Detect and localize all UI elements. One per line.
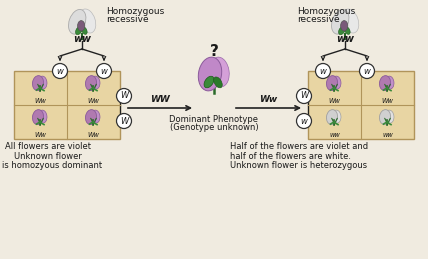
Circle shape <box>116 113 131 128</box>
Ellipse shape <box>39 76 47 89</box>
Ellipse shape <box>214 77 222 88</box>
Ellipse shape <box>198 57 222 91</box>
Ellipse shape <box>86 110 97 125</box>
Text: Ww: Ww <box>35 132 46 138</box>
Circle shape <box>297 113 312 128</box>
Text: ww: ww <box>382 132 393 138</box>
Text: w: w <box>101 67 107 76</box>
Ellipse shape <box>33 76 44 91</box>
Ellipse shape <box>210 57 229 87</box>
Circle shape <box>360 63 374 78</box>
Text: Ww: Ww <box>329 98 340 104</box>
Ellipse shape <box>333 110 341 123</box>
Ellipse shape <box>380 76 390 91</box>
Text: Ww: Ww <box>88 98 99 104</box>
Text: w: w <box>56 67 63 76</box>
Ellipse shape <box>80 9 96 33</box>
Text: W: W <box>120 91 128 100</box>
Text: Homozygous: Homozygous <box>106 6 164 16</box>
Ellipse shape <box>68 10 86 34</box>
Ellipse shape <box>341 21 348 31</box>
Text: ?: ? <box>210 44 218 59</box>
Text: w: w <box>300 117 307 126</box>
Circle shape <box>297 89 312 104</box>
Ellipse shape <box>75 26 82 35</box>
Text: Unknown flower is heterozygous: Unknown flower is heterozygous <box>230 161 367 170</box>
Circle shape <box>116 89 131 104</box>
Ellipse shape <box>39 110 47 123</box>
Text: Ww: Ww <box>35 98 46 104</box>
Text: w: w <box>320 67 327 76</box>
Text: ww: ww <box>329 132 340 138</box>
Text: Ww: Ww <box>382 98 393 104</box>
Text: is homozyous dominant: is homozyous dominant <box>2 161 102 170</box>
FancyBboxPatch shape <box>308 71 414 139</box>
FancyBboxPatch shape <box>14 71 120 139</box>
Ellipse shape <box>380 110 390 125</box>
Text: Homozygous: Homozygous <box>297 6 355 16</box>
Text: Ww: Ww <box>259 95 277 104</box>
Text: Unknown flower: Unknown flower <box>14 152 82 161</box>
Text: w: w <box>363 67 371 76</box>
Text: Half of the flowers are violet and: Half of the flowers are violet and <box>230 142 368 151</box>
Text: All flowers are violet: All flowers are violet <box>5 142 91 151</box>
Ellipse shape <box>345 27 350 34</box>
Text: recessive: recessive <box>106 16 149 25</box>
Text: Dominant Phenotype: Dominant Phenotype <box>169 114 259 124</box>
Text: WW: WW <box>150 95 170 104</box>
Text: half of the flowers are white.: half of the flowers are white. <box>230 152 351 161</box>
Ellipse shape <box>333 76 341 89</box>
Ellipse shape <box>339 26 345 35</box>
Ellipse shape <box>342 9 359 33</box>
Ellipse shape <box>92 110 100 123</box>
Ellipse shape <box>327 76 338 91</box>
Text: ww: ww <box>73 34 91 44</box>
Ellipse shape <box>86 76 97 91</box>
Ellipse shape <box>33 110 44 125</box>
Text: W: W <box>300 91 308 100</box>
Text: (Genotype unknown): (Genotype unknown) <box>169 123 259 132</box>
Ellipse shape <box>327 110 338 125</box>
Ellipse shape <box>332 10 349 34</box>
Ellipse shape <box>77 21 85 31</box>
Ellipse shape <box>82 27 87 34</box>
Text: recessive: recessive <box>297 16 340 25</box>
Text: ww: ww <box>336 34 354 44</box>
Text: Ww: Ww <box>88 132 99 138</box>
Ellipse shape <box>386 76 394 89</box>
Ellipse shape <box>92 76 100 89</box>
Circle shape <box>315 63 330 78</box>
Text: W: W <box>120 117 128 126</box>
Ellipse shape <box>204 76 214 88</box>
Circle shape <box>96 63 112 78</box>
Ellipse shape <box>386 110 394 123</box>
Circle shape <box>53 63 68 78</box>
